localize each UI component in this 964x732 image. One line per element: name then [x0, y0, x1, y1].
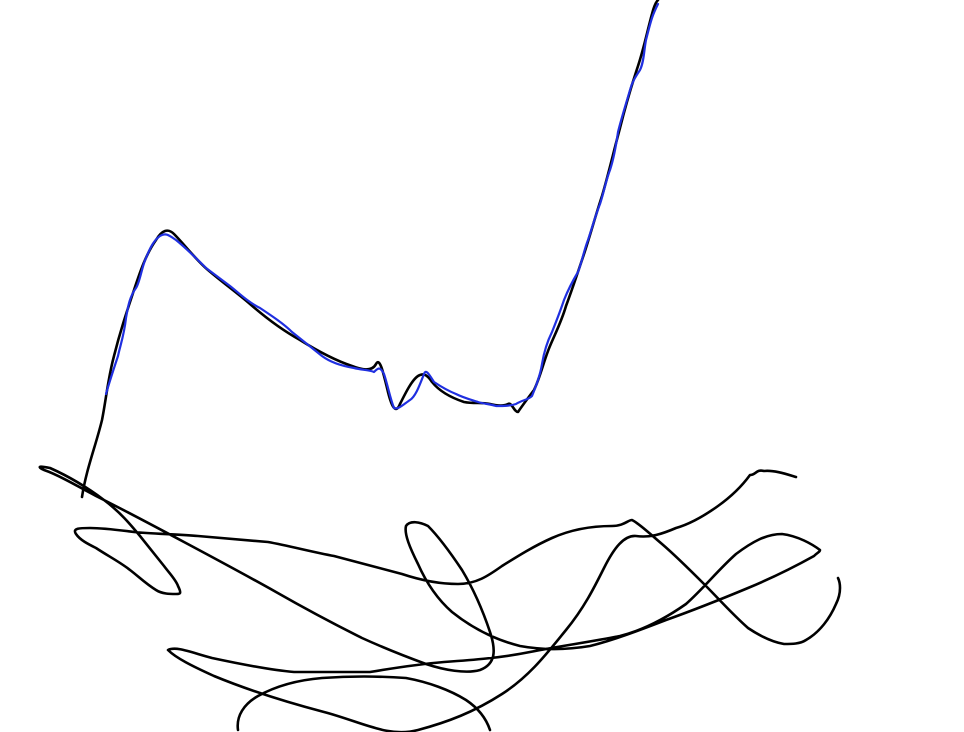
- black-bottom-loop-stroke: [236, 675, 492, 732]
- stray-dot: [714, 385, 716, 387]
- black-profile-stroke: [80, 0, 660, 499]
- black-scribble-stroke: [38, 465, 842, 732]
- blue-trace-stroke: [104, 2, 660, 410]
